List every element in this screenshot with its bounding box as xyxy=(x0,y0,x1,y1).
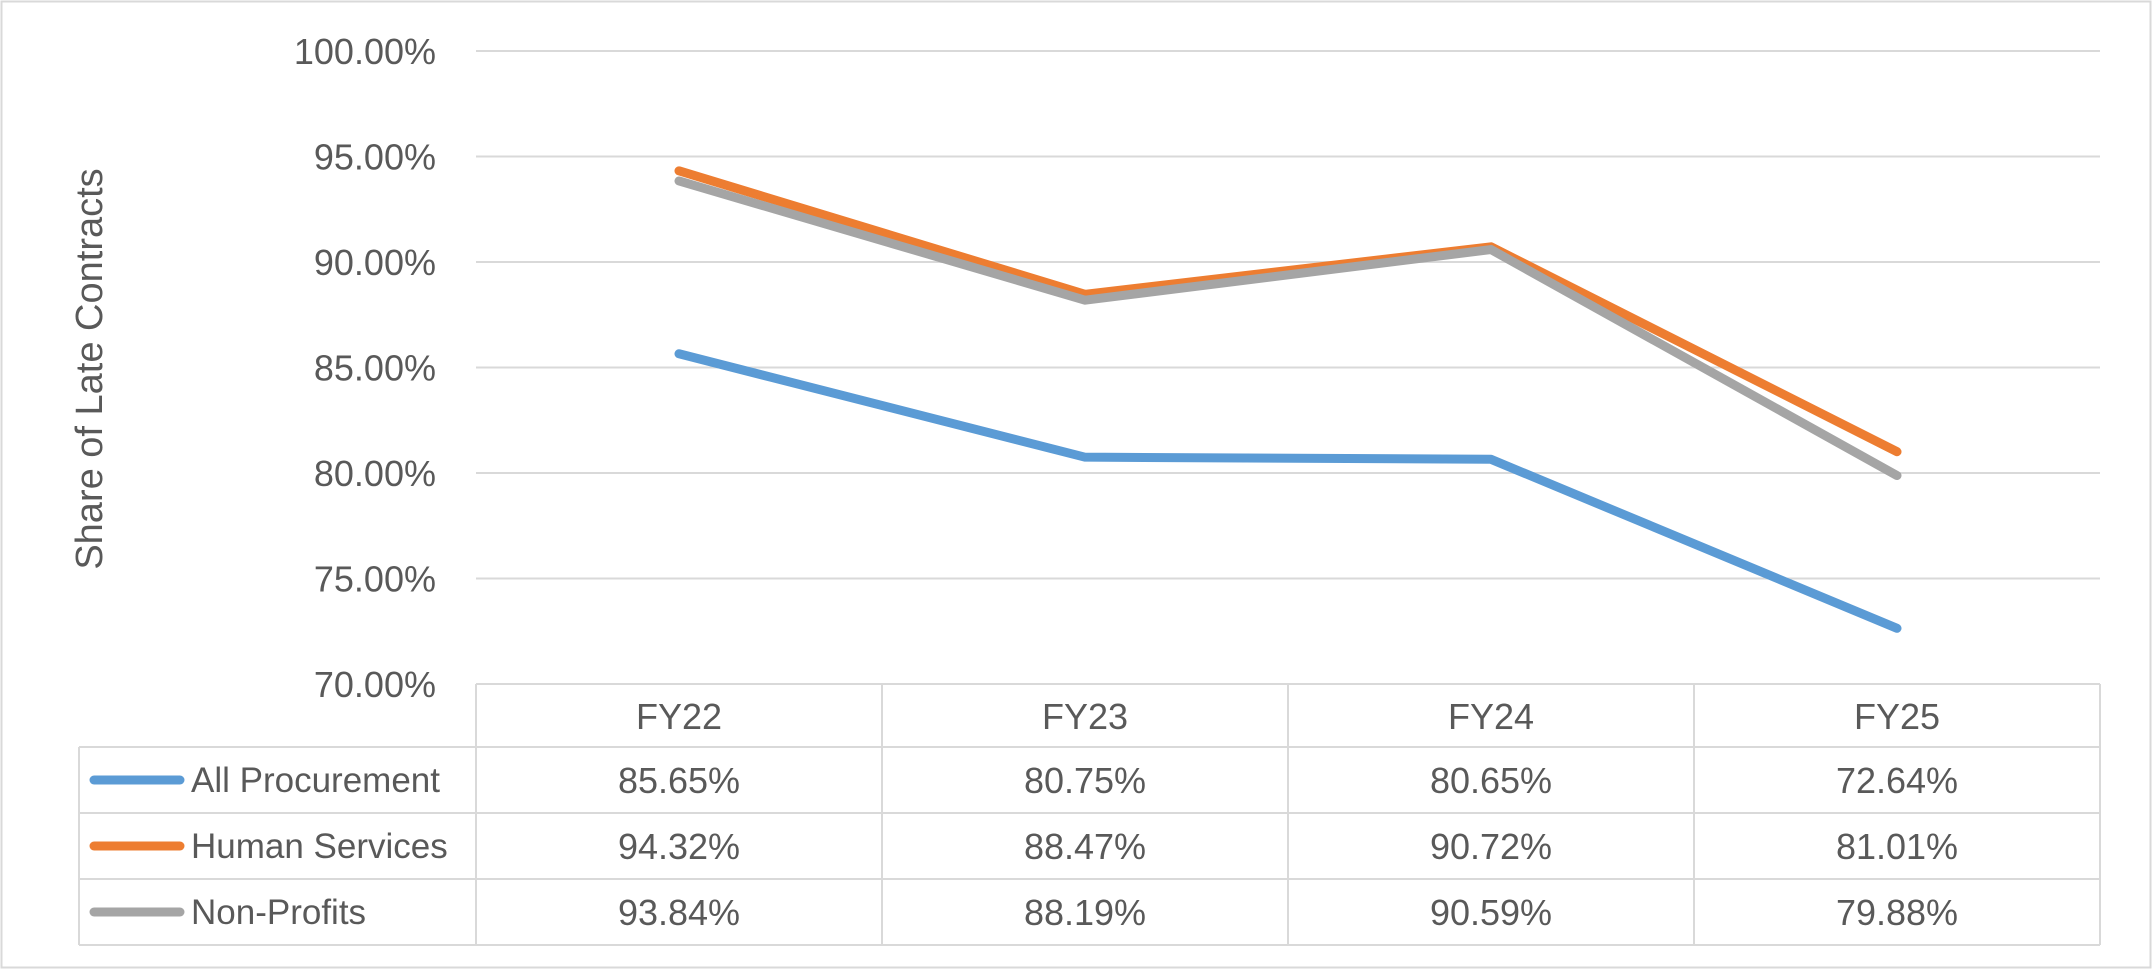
data-table-value: 72.64% xyxy=(1836,760,1958,801)
data-table-value: 90.72% xyxy=(1430,826,1552,867)
y-tick-label: 95.00% xyxy=(314,137,436,178)
y-axis-ticks: 100.00% 95.00% 90.00% 85.00% 80.00% 75.00% 70.… xyxy=(294,31,436,705)
series-line-2 xyxy=(674,176,1902,481)
category-label: FY24 xyxy=(1448,696,1534,737)
data-table-value: 85.65% xyxy=(618,760,740,801)
data-table-value: 88.19% xyxy=(1024,892,1146,933)
data-table-lines xyxy=(78,683,2101,946)
data-table-value: 81.01% xyxy=(1836,826,1958,867)
y-tick-label: 70.00% xyxy=(314,664,436,705)
data-table-value: 94.32% xyxy=(618,826,740,867)
y-tick-label: 75.00% xyxy=(314,559,436,600)
legend-label: All Procurement xyxy=(191,761,440,800)
category-labels: FY22 FY23 FY24 FY25 xyxy=(636,696,1940,737)
y-axis-label: Share of Late Contracts xyxy=(69,168,111,569)
data-table-value: 80.75% xyxy=(1024,760,1146,801)
data-table: All Procurement 85.65% 80.75% 80.65% 72.64% H… xyxy=(89,760,1958,933)
category-label: FY25 xyxy=(1854,696,1940,737)
data-table-value: 80.65% xyxy=(1430,760,1552,801)
series-lines xyxy=(674,166,1902,633)
y-tick-label: 100.00% xyxy=(294,31,436,72)
data-table-value: 90.59% xyxy=(1430,892,1552,933)
data-table-value: 79.88% xyxy=(1836,892,1958,933)
y-tick-label: 90.00% xyxy=(314,242,436,283)
category-label: FY22 xyxy=(636,696,722,737)
data-table-value: 93.84% xyxy=(618,892,740,933)
category-label: FY23 xyxy=(1042,696,1128,737)
legend-label: Human Services xyxy=(191,827,448,866)
data-table-value: 88.47% xyxy=(1024,826,1146,867)
gridlines xyxy=(476,50,2100,580)
series-line-0 xyxy=(674,349,1902,633)
y-tick-label: 85.00% xyxy=(314,348,436,389)
legend-label: Non-Profits xyxy=(191,893,366,932)
y-tick-label: 80.00% xyxy=(314,453,436,494)
